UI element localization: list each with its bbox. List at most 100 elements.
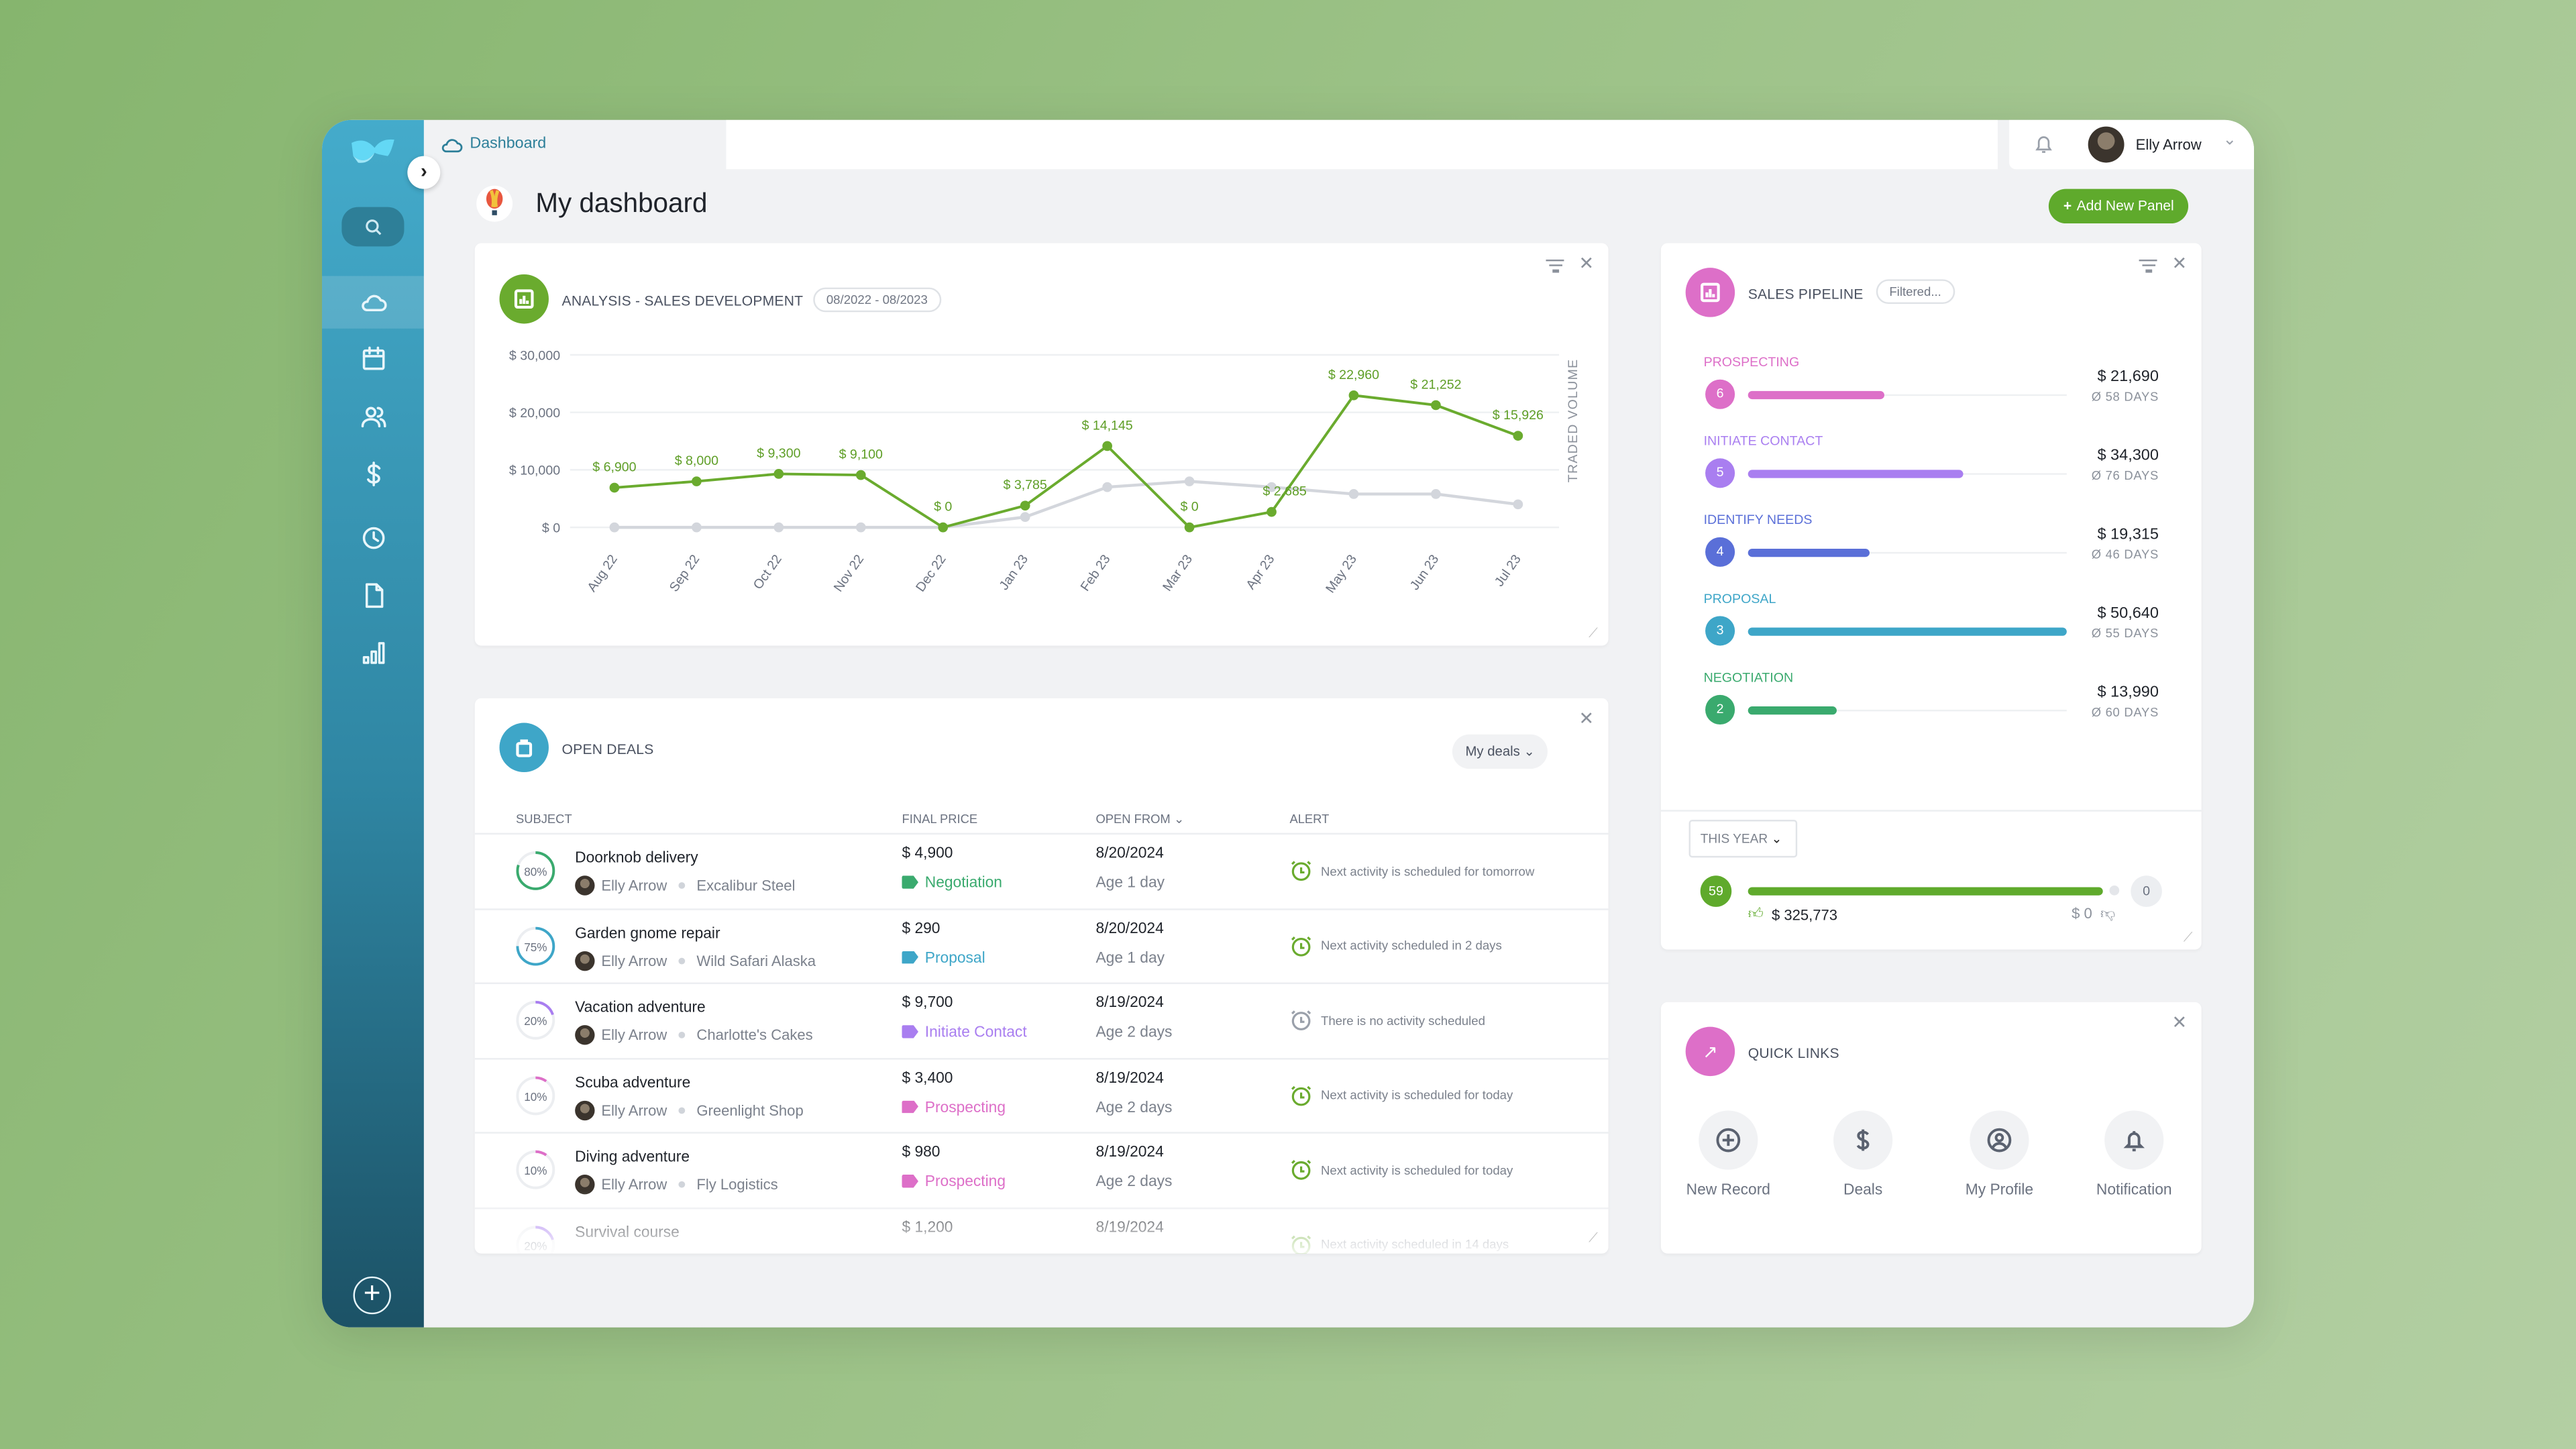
sidebar-item-reports[interactable] bbox=[322, 626, 424, 678]
sidebar-item-contacts[interactable] bbox=[322, 389, 424, 441]
quick-link-new-record[interactable]: New Record bbox=[1671, 1110, 1786, 1197]
svg-text:10%: 10% bbox=[524, 1164, 547, 1177]
deal-company[interactable]: Greenlight Shop bbox=[696, 1102, 804, 1118]
sidebar-search-button[interactable] bbox=[341, 207, 405, 247]
cloud-icon bbox=[361, 294, 386, 311]
deal-row[interactable]: 20% Vacation adventure Elly Arrow Charlot… bbox=[474, 982, 1609, 1056]
column-final-price[interactable]: FINAL PRICE bbox=[902, 811, 978, 826]
data-point[interactable] bbox=[1267, 482, 1277, 492]
deal-subject[interactable]: Scuba adventure bbox=[575, 1073, 691, 1090]
data-point[interactable] bbox=[609, 522, 620, 533]
column-open-from[interactable]: OPEN FROM ⌄ bbox=[1095, 811, 1185, 826]
data-point[interactable] bbox=[692, 476, 702, 486]
data-point[interactable] bbox=[773, 522, 784, 533]
data-label: $ 9,100 bbox=[839, 447, 883, 462]
close-icon[interactable]: ✕ bbox=[1578, 254, 1595, 274]
global-search-bar[interactable] bbox=[726, 119, 1998, 170]
bell-icon[interactable] bbox=[2034, 133, 2053, 154]
deal-company[interactable]: Excalibur Steel bbox=[696, 877, 796, 894]
data-point[interactable] bbox=[692, 522, 702, 533]
chevron-down-icon: ⌄ bbox=[1771, 831, 1782, 847]
data-point[interactable] bbox=[855, 470, 866, 480]
data-point[interactable] bbox=[1184, 476, 1195, 486]
data-point[interactable] bbox=[1431, 489, 1441, 499]
deal-subject[interactable]: Diving adventure bbox=[575, 1148, 690, 1165]
pipeline-filter[interactable]: Filtered... bbox=[1876, 279, 1955, 305]
search-icon bbox=[365, 219, 381, 235]
data-point[interactable] bbox=[1020, 500, 1030, 511]
deal-company[interactable]: Charlotte's Cakes bbox=[696, 1026, 813, 1044]
deal-company[interactable]: Fly Logistics bbox=[696, 1176, 778, 1193]
data-point[interactable] bbox=[1513, 499, 1523, 510]
resize-handle-icon[interactable]: ⟋ bbox=[1589, 626, 1598, 641]
sidebar-item-deals[interactable] bbox=[322, 447, 424, 499]
breadcrumb-dashboard[interactable]: Dashboard bbox=[470, 134, 547, 153]
close-icon[interactable]: ✕ bbox=[1578, 709, 1595, 730]
user-circle-icon bbox=[1987, 1128, 2012, 1152]
y-tick-label: $ 10,000 bbox=[509, 464, 560, 478]
stage-value: $ 21,690 bbox=[2097, 368, 2159, 386]
quick-link-deals[interactable]: Deals bbox=[1805, 1110, 1920, 1197]
won-lost-track bbox=[1748, 887, 2103, 896]
deal-company[interactable]: Wild Safari Alaska bbox=[696, 952, 816, 969]
deal-subject[interactable]: Doorknob delivery bbox=[575, 849, 698, 866]
data-point[interactable] bbox=[1102, 482, 1112, 492]
data-point[interactable] bbox=[1348, 489, 1359, 499]
deal-row[interactable]: 75% Garden gnome repair Elly Arrow Wild S… bbox=[474, 908, 1609, 981]
filter-icon[interactable] bbox=[1546, 259, 1564, 273]
data-point[interactable] bbox=[1184, 522, 1195, 533]
quick-link-my-profile[interactable]: My Profile bbox=[1942, 1110, 2057, 1197]
sidebar-item-activities[interactable] bbox=[322, 511, 424, 564]
data-point[interactable] bbox=[1431, 400, 1441, 411]
data-point[interactable] bbox=[609, 482, 620, 493]
close-icon[interactable]: ✕ bbox=[2171, 254, 2188, 274]
close-icon[interactable]: ✕ bbox=[2171, 1014, 2188, 1034]
deal-alert: Next activity scheduled in 2 days bbox=[1289, 934, 1502, 957]
alarm-clock-icon bbox=[1291, 1160, 1311, 1180]
deal-open-date: 8/19/2024 bbox=[1095, 1143, 1164, 1160]
resize-handle-icon[interactable]: ⟋ bbox=[1589, 1230, 1598, 1246]
deal-subject[interactable]: Garden gnome repair bbox=[575, 924, 720, 941]
deal-stage: Initiate Contact bbox=[902, 1024, 1027, 1040]
data-point[interactable] bbox=[1020, 512, 1030, 523]
sidebar-item-documents[interactable] bbox=[322, 568, 424, 621]
alarm-clock-icon bbox=[1291, 1085, 1311, 1106]
quick-link-notification[interactable]: Notification bbox=[2077, 1110, 2192, 1197]
data-point[interactable] bbox=[855, 522, 866, 533]
deal-row[interactable]: 10% Diving adventure Elly Arrow Fly Logis… bbox=[474, 1132, 1609, 1205]
column-alert[interactable]: ALERT bbox=[1289, 811, 1330, 826]
user-avatar[interactable] bbox=[2088, 126, 2125, 163]
deal-row[interactable]: 80% Doorknob delivery Elly Arrow Excalibu… bbox=[474, 833, 1609, 907]
stage-bar-track bbox=[1748, 394, 2067, 396]
deal-subject[interactable]: Vacation adventure bbox=[575, 998, 706, 1016]
add-new-panel-button[interactable]: + Add New Panel bbox=[2048, 189, 2189, 224]
sidebar-item-calendar[interactable] bbox=[322, 332, 424, 384]
data-point[interactable] bbox=[1102, 441, 1112, 451]
column-subject[interactable]: SUBJECT bbox=[515, 811, 572, 826]
resize-handle-icon[interactable]: ⟋ bbox=[2183, 930, 2193, 945]
sales-pipeline-panel: SALES PIPELINE Filtered... ✕ PROSPECTING… bbox=[1660, 243, 2202, 950]
sidebar-item-dashboard[interactable] bbox=[322, 276, 424, 329]
tag-icon bbox=[902, 950, 918, 964]
plus-circle-icon bbox=[1716, 1128, 1741, 1152]
period-dropdown[interactable]: THIS YEAR ⌄ bbox=[1688, 820, 1798, 858]
data-point[interactable] bbox=[1513, 431, 1523, 441]
deal-row[interactable]: 10% Scuba adventure Elly Arrow Greenlight… bbox=[474, 1057, 1609, 1131]
data-label: $ 14,145 bbox=[1082, 418, 1133, 433]
filter-icon[interactable] bbox=[2139, 259, 2157, 273]
data-point[interactable] bbox=[773, 469, 784, 479]
breadcrumb[interactable]: Dashboard bbox=[440, 135, 546, 153]
data-point[interactable] bbox=[1267, 506, 1277, 517]
x-tick-label: Aug 22 bbox=[584, 552, 621, 594]
data-point[interactable] bbox=[938, 522, 949, 533]
sidebar-expand-button[interactable]: › bbox=[407, 156, 441, 189]
x-tick-label: Apr 23 bbox=[1243, 552, 1277, 592]
add-button[interactable]: + bbox=[353, 1276, 391, 1315]
chevron-down-icon[interactable]: ⌄ bbox=[2222, 131, 2237, 150]
user-name[interactable]: Elly Arrow bbox=[2135, 136, 2202, 153]
date-range-filter[interactable]: 08/2022 - 08/2023 bbox=[813, 287, 941, 313]
deal-age: Age 1 day bbox=[1095, 949, 1165, 965]
data-point[interactable] bbox=[1348, 390, 1359, 400]
my-deals-dropdown[interactable]: My deals ⌄ bbox=[1452, 734, 1548, 769]
probability-ring: 20% bbox=[516, 1000, 555, 1040]
